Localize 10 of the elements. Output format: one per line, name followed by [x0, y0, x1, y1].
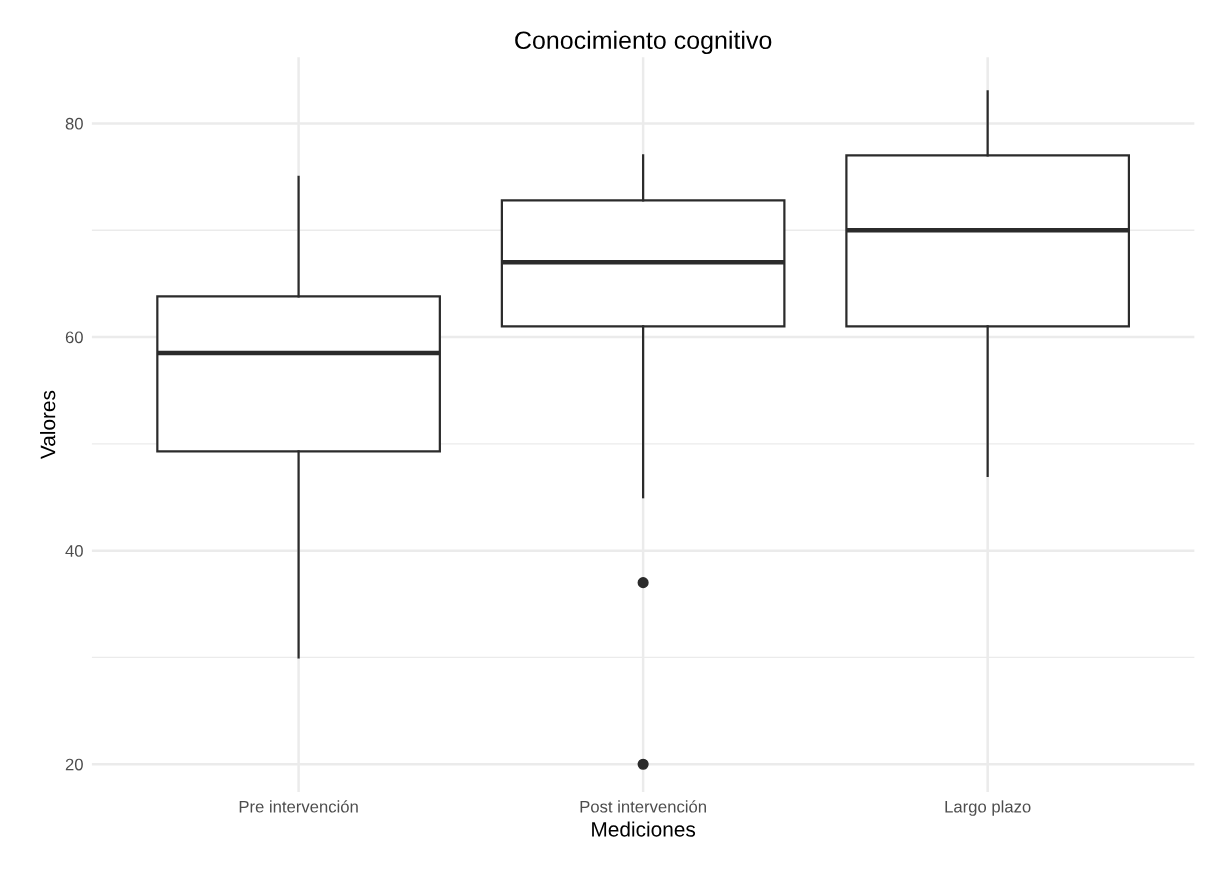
chart-title: Conocimiento cognitivo	[515, 30, 772, 55]
x-tick-label: Largo plazo	[945, 800, 1031, 816]
y-tick-label: 60	[65, 331, 83, 344]
y-axis-title: Valores	[40, 390, 56, 460]
y-tick-label: 20	[65, 758, 83, 771]
x-axis-title: Mediciones	[592, 821, 696, 837]
y-tick-label: 80	[65, 117, 83, 130]
x-tick-label: Pre intervención	[239, 800, 358, 813]
y-tick-label: 40	[65, 545, 83, 557]
x-tick-label: Post intervención	[580, 800, 706, 813]
